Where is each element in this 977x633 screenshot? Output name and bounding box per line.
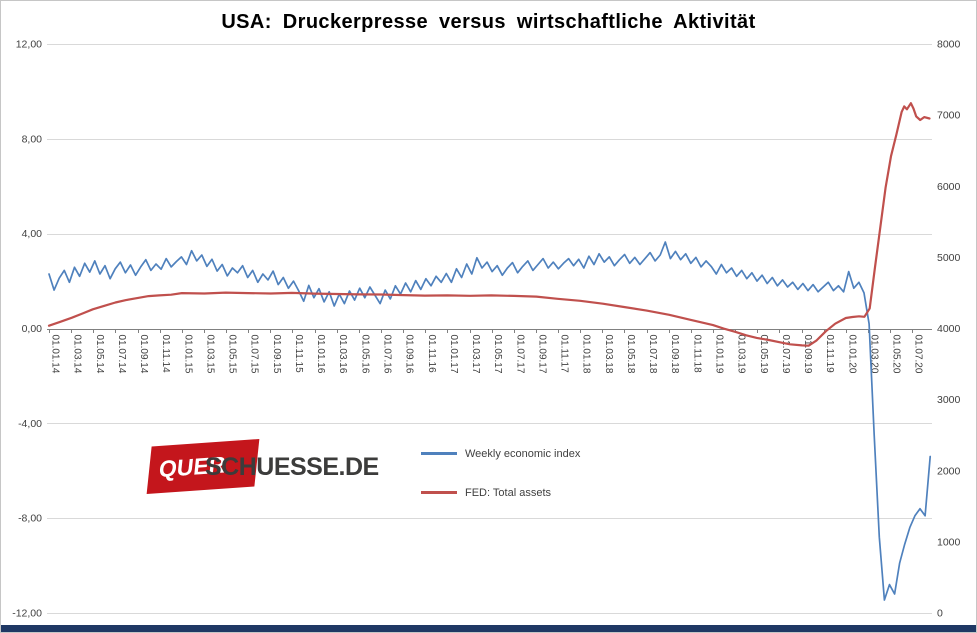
- svg-text:01.09.16: 01.09.16: [404, 335, 415, 374]
- svg-text:8,00: 8,00: [22, 133, 43, 145]
- svg-text:01.03.17: 01.03.17: [470, 335, 481, 374]
- svg-text:01.05.17: 01.05.17: [492, 335, 503, 374]
- svg-text:01.09.15: 01.09.15: [271, 335, 282, 374]
- svg-text:4,00: 4,00: [22, 228, 43, 240]
- svg-text:6000: 6000: [937, 181, 961, 193]
- y-axis-left-labels: 12,00 8,00 4,00 0,00 -4,00 -8,00 -12,00: [12, 39, 42, 620]
- svg-text:01.01.15: 01.01.15: [182, 335, 193, 374]
- svg-text:01.11.14: 01.11.14: [160, 335, 171, 374]
- chart-title: USA: Druckerpresse versus wirtschaftlich…: [221, 11, 756, 33]
- svg-text:12,00: 12,00: [16, 39, 42, 51]
- x-axis-labels: 01.01.14 01.03.14 01.05.14 01.07.14 01.09.14…: [49, 329, 924, 374]
- svg-text:4000: 4000: [937, 323, 961, 335]
- svg-text:5000: 5000: [937, 252, 961, 264]
- svg-text:01.09.19: 01.09.19: [802, 335, 813, 374]
- svg-text:01.07.17: 01.07.17: [514, 335, 525, 374]
- svg-text:01.03.19: 01.03.19: [736, 335, 747, 374]
- svg-text:01.01.18: 01.01.18: [581, 335, 592, 374]
- svg-text:01.05.20: 01.05.20: [891, 335, 902, 374]
- y-axis-right-labels: 8000 7000 6000 5000 4000 3000 2000 1000 0: [937, 39, 961, 620]
- svg-text:-8,00: -8,00: [18, 513, 42, 525]
- svg-text:2000: 2000: [937, 465, 961, 477]
- svg-text:01.11.19: 01.11.19: [824, 335, 835, 374]
- legend-red-line-icon: [421, 491, 457, 494]
- svg-text:01.11.15: 01.11.15: [293, 335, 304, 374]
- series-weekly-economic-index: [48, 241, 932, 601]
- svg-text:01.07.19: 01.07.19: [780, 335, 791, 374]
- svg-text:01.11.18: 01.11.18: [691, 335, 702, 374]
- svg-text:01.01.20: 01.01.20: [846, 335, 857, 374]
- svg-text:01.03.20: 01.03.20: [868, 335, 879, 374]
- logo-text-schuesse: SCHUESSE.DE: [205, 453, 379, 481]
- svg-text:01.05.16: 01.05.16: [359, 335, 370, 374]
- svg-text:01.03.15: 01.03.15: [204, 335, 215, 374]
- svg-text:01.03.18: 01.03.18: [603, 335, 614, 374]
- svg-text:01.05.14: 01.05.14: [94, 335, 105, 374]
- svg-text:01.03.16: 01.03.16: [337, 335, 348, 374]
- svg-text:01.11.17: 01.11.17: [559, 335, 570, 374]
- svg-text:01.05.18: 01.05.18: [625, 335, 636, 374]
- svg-text:01.03.14: 01.03.14: [72, 335, 83, 374]
- legend-label-fed-total-assets: FED: Total assets: [465, 486, 551, 499]
- svg-text:7000: 7000: [937, 110, 961, 122]
- legend-item-fed-total-assets: FED: Total assets: [421, 486, 580, 499]
- svg-text:-12,00: -12,00: [12, 608, 42, 620]
- svg-text:01.07.18: 01.07.18: [647, 335, 658, 374]
- querschuesse-logo: QUER SCHUESSE.DE: [146, 439, 379, 501]
- svg-text:01.01.14: 01.01.14: [50, 335, 61, 374]
- bottom-bar: [1, 625, 976, 632]
- svg-text:3000: 3000: [937, 394, 961, 406]
- svg-text:-4,00: -4,00: [18, 418, 42, 430]
- svg-text:01.07.20: 01.07.20: [913, 335, 924, 374]
- svg-text:0,00: 0,00: [22, 323, 43, 335]
- svg-text:8000: 8000: [937, 39, 961, 51]
- svg-text:0: 0: [937, 608, 943, 620]
- svg-text:01.07.15: 01.07.15: [249, 335, 260, 374]
- svg-text:01.09.18: 01.09.18: [669, 335, 680, 374]
- svg-text:01.05.15: 01.05.15: [227, 335, 238, 374]
- svg-text:01.05.19: 01.05.19: [758, 335, 769, 374]
- legend-label-weekly-economic-index: Weekly economic index: [465, 447, 581, 460]
- svg-text:01.09.17: 01.09.17: [536, 335, 547, 374]
- svg-text:1000: 1000: [937, 536, 961, 548]
- svg-text:01.07.16: 01.07.16: [382, 335, 393, 374]
- svg-text:01.11.16: 01.11.16: [426, 335, 437, 374]
- legend-blue-line-icon: [421, 452, 457, 455]
- svg-text:01.07.14: 01.07.14: [116, 335, 127, 374]
- series-fed-total-assets: [47, 102, 931, 347]
- svg-text:01.01.16: 01.01.16: [315, 335, 326, 374]
- svg-text:01.01.19: 01.01.19: [714, 335, 725, 374]
- svg-text:01.09.14: 01.09.14: [138, 335, 149, 374]
- svg-text:01.01.17: 01.01.17: [448, 335, 459, 374]
- legend: Weekly economic index FED: Total assets: [421, 447, 580, 525]
- legend-item-weekly-economic-index: Weekly economic index: [421, 447, 580, 460]
